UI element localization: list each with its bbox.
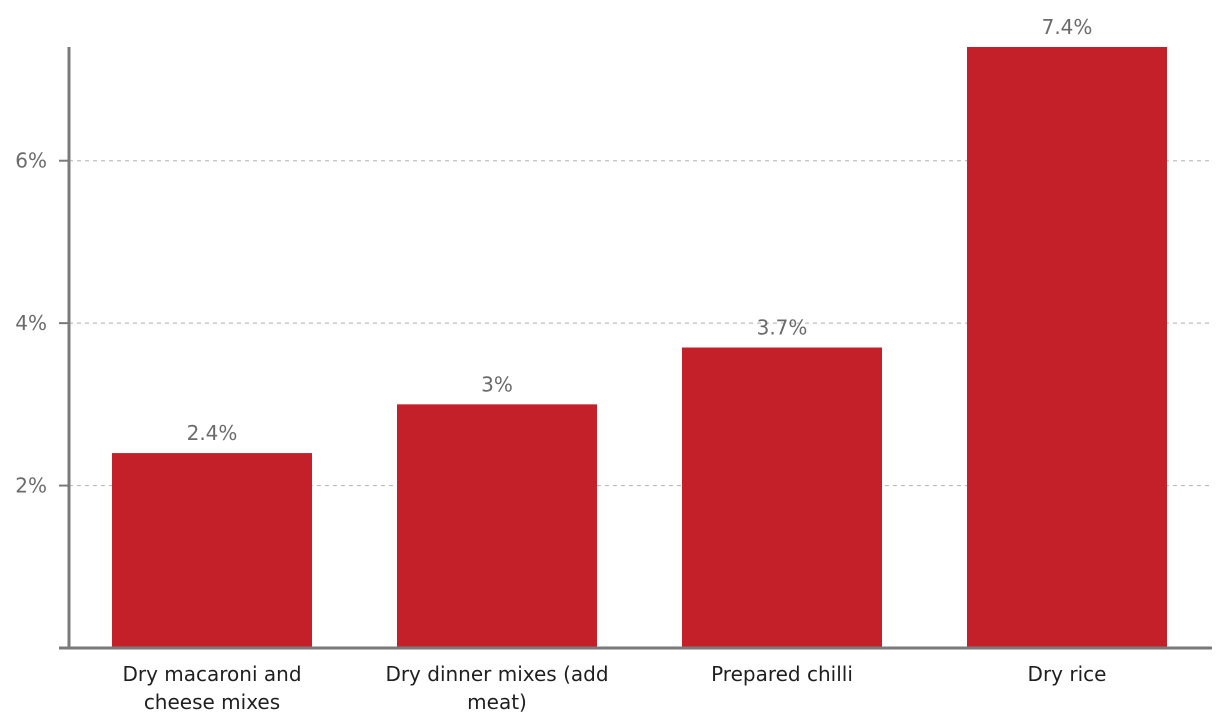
bar-layer <box>112 47 1167 648</box>
x-category-label: Prepared chilli <box>711 662 853 686</box>
label-layer: 2% 4% 6% 2.4% Dry macaroni and cheese mixes 3%… <box>15 15 1106 714</box>
bar <box>397 404 597 648</box>
x-category-label: cheese mixes <box>144 690 280 714</box>
bar <box>967 47 1167 648</box>
bar <box>682 347 882 648</box>
x-category-label: Dry dinner mixes (add <box>385 662 608 686</box>
y-tick-label: 4% <box>15 311 47 335</box>
bar <box>112 453 312 648</box>
y-tick-label: 2% <box>15 474 47 498</box>
axis-layer <box>59 47 1212 650</box>
data-label: 2.4% <box>187 421 238 445</box>
data-label: 7.4% <box>1042 15 1093 39</box>
data-label: 3.7% <box>757 316 808 340</box>
x-category-label: Dry macaroni and <box>122 662 301 686</box>
x-category-label: Dry rice <box>1028 662 1107 686</box>
x-category-label: meat) <box>467 690 527 714</box>
y-tick-label: 6% <box>15 149 47 173</box>
data-label: 3% <box>481 372 513 396</box>
